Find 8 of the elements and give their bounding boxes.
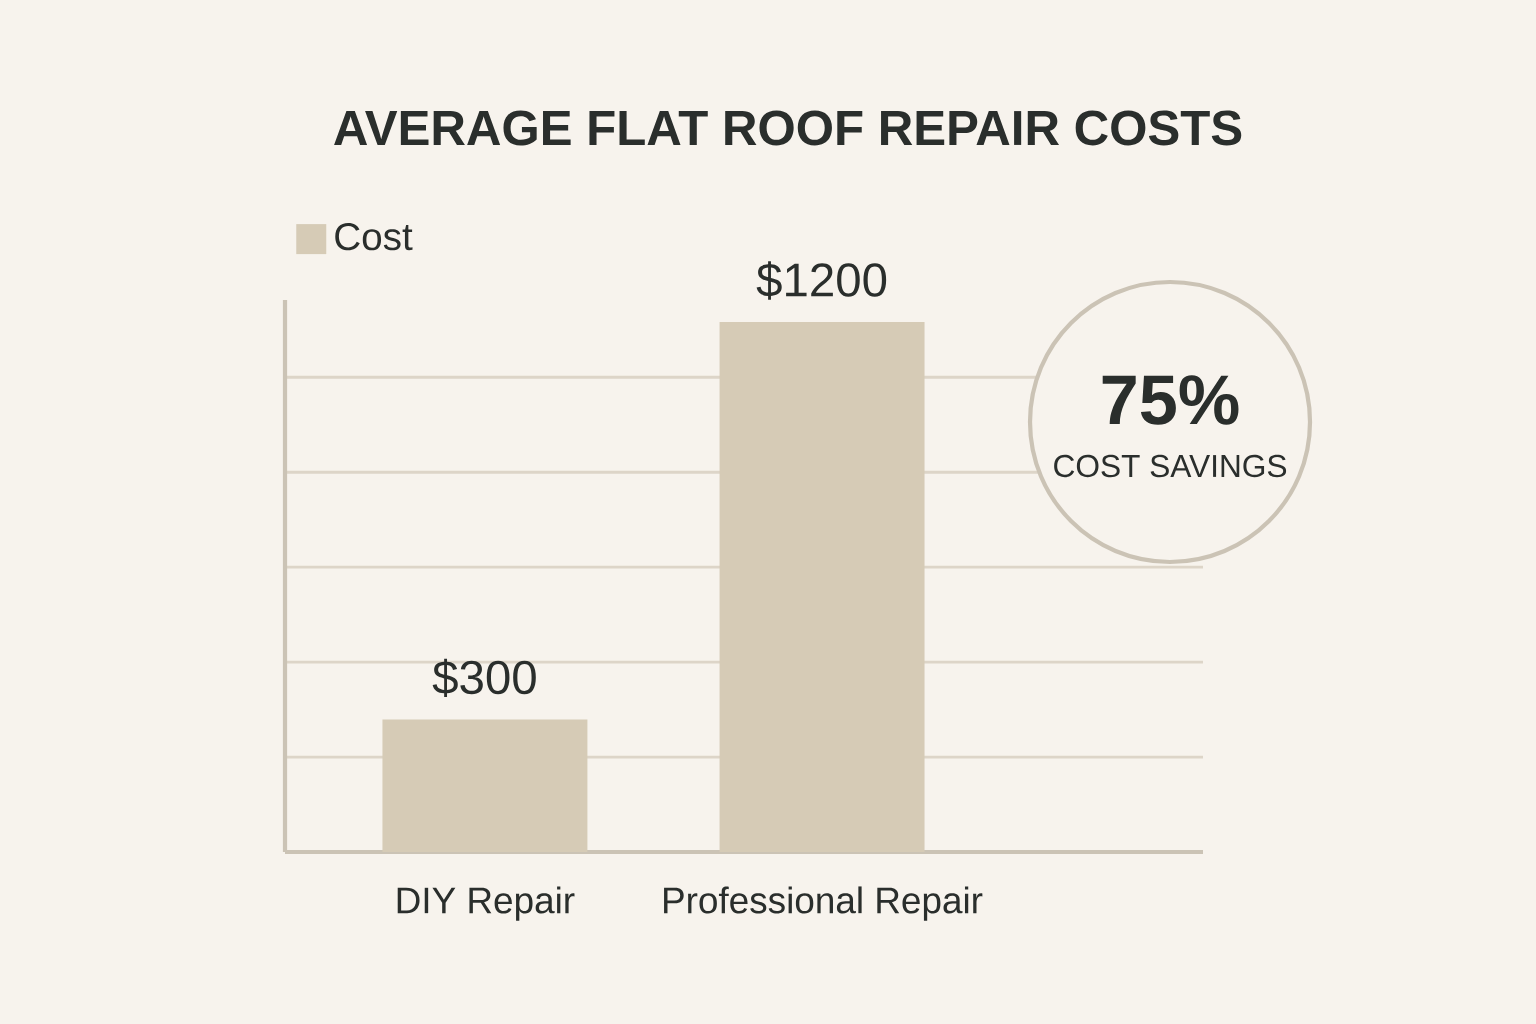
- annotation: COST SAVINGS: [1054, 454, 1287, 478]
- legend-label: Cost: [335, 223, 413, 251]
- data-label: $1200: [756, 261, 887, 300]
- annotation: 75%: [1102, 375, 1239, 425]
- chart-title: AVERAGE FLAT ROOF REPAIR COSTS: [334, 110, 1242, 146]
- x-tick-label: Professional Repair: [664, 886, 983, 921]
- x-tick-label: DIY Repair: [397, 886, 575, 921]
- data-label: $300: [432, 658, 536, 698]
